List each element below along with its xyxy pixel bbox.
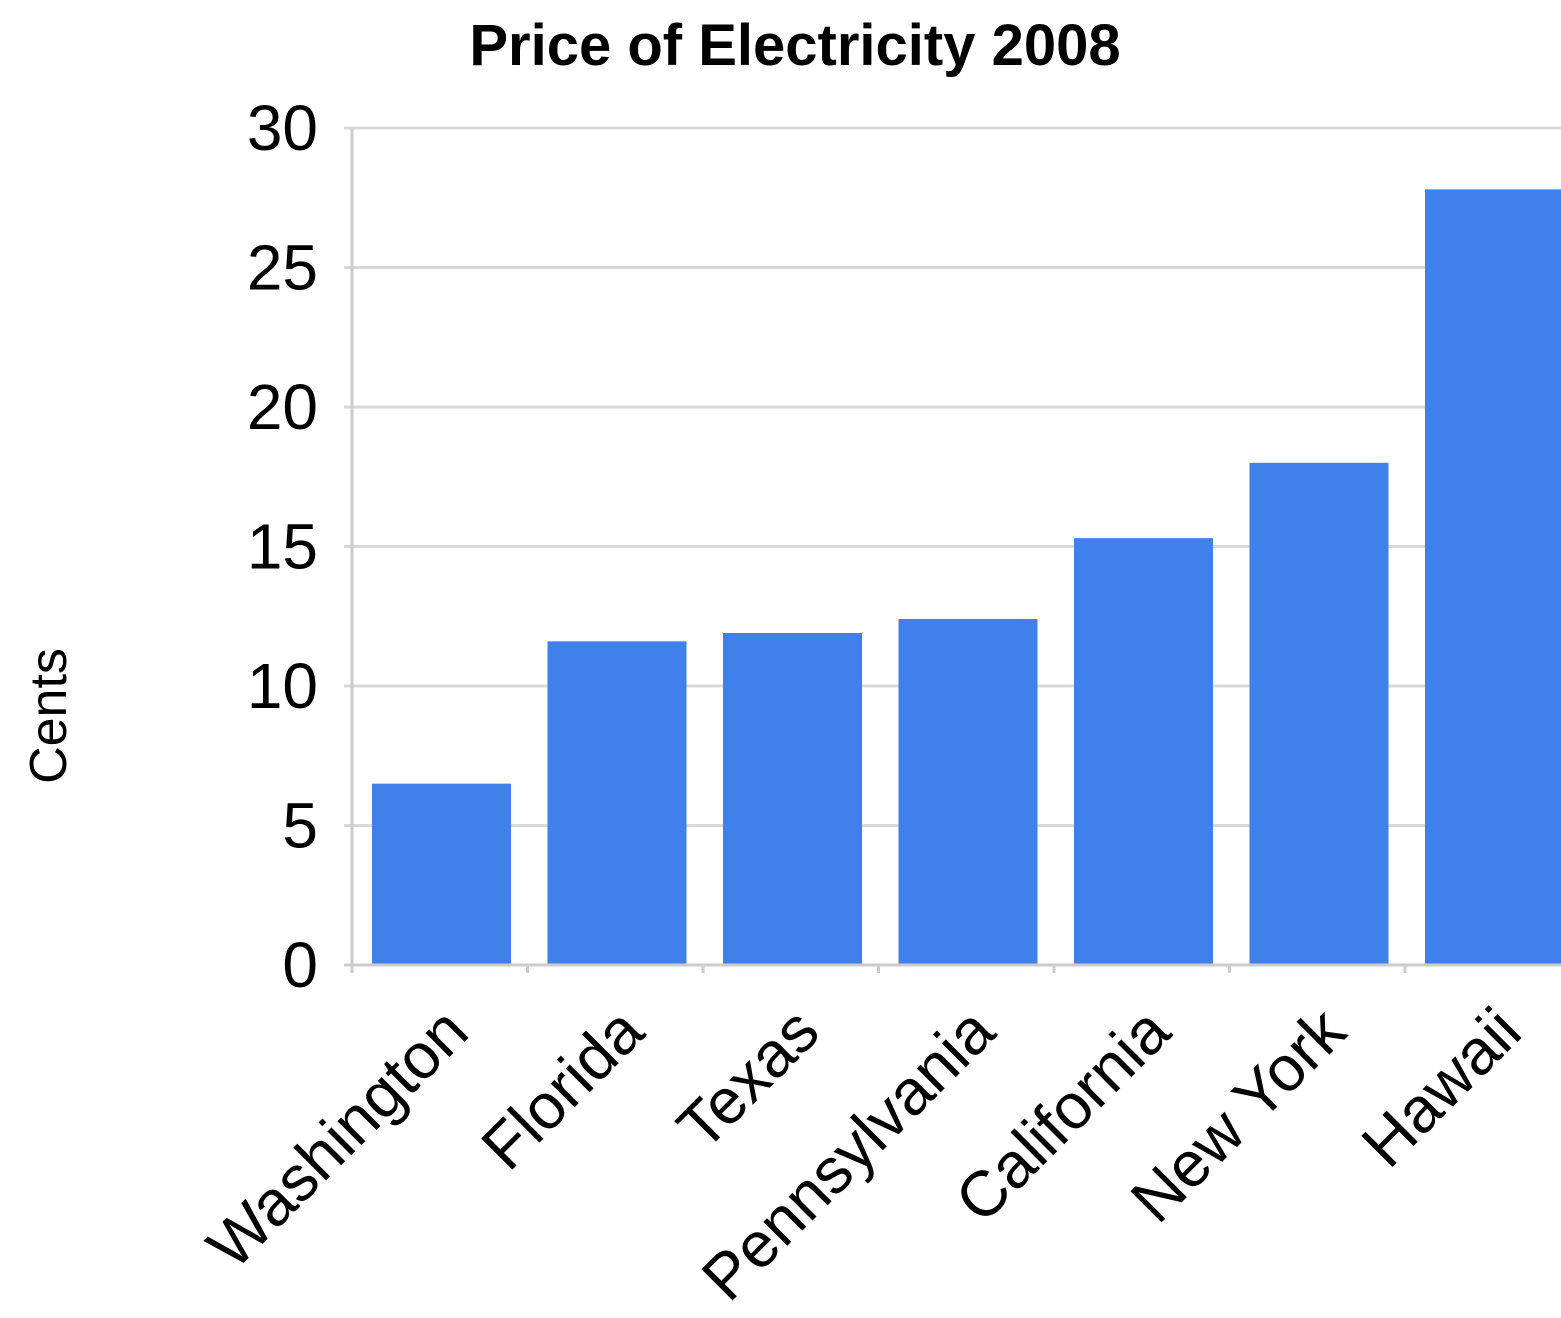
y-tick-label: 30 [247, 92, 318, 164]
y-tick-label: 25 [247, 232, 318, 304]
y-axis-ticks: 0 5 10 15 20 25 30 [247, 92, 318, 1001]
y-tick-label: 5 [282, 790, 318, 862]
bar [1074, 538, 1213, 965]
bar [899, 619, 1038, 965]
bar [1425, 189, 1561, 965]
y-tick-label: 0 [282, 929, 318, 1001]
bars [372, 189, 1561, 965]
x-tick-label: Hawaii [1348, 994, 1535, 1181]
y-tick-label: 10 [247, 650, 318, 722]
bar [1250, 463, 1389, 965]
y-axis-label: Cents [20, 648, 78, 784]
bar [723, 633, 862, 965]
bar [372, 784, 511, 965]
bar [548, 641, 687, 965]
chart-title: Price of Electricity 2008 [469, 13, 1120, 78]
x-tick-label: Florida [468, 994, 658, 1184]
y-tick-label: 20 [247, 371, 318, 443]
x-tick-label: Washington [193, 994, 481, 1282]
x-tick-label: Texas [663, 994, 832, 1163]
y-tick-label: 15 [247, 511, 318, 583]
